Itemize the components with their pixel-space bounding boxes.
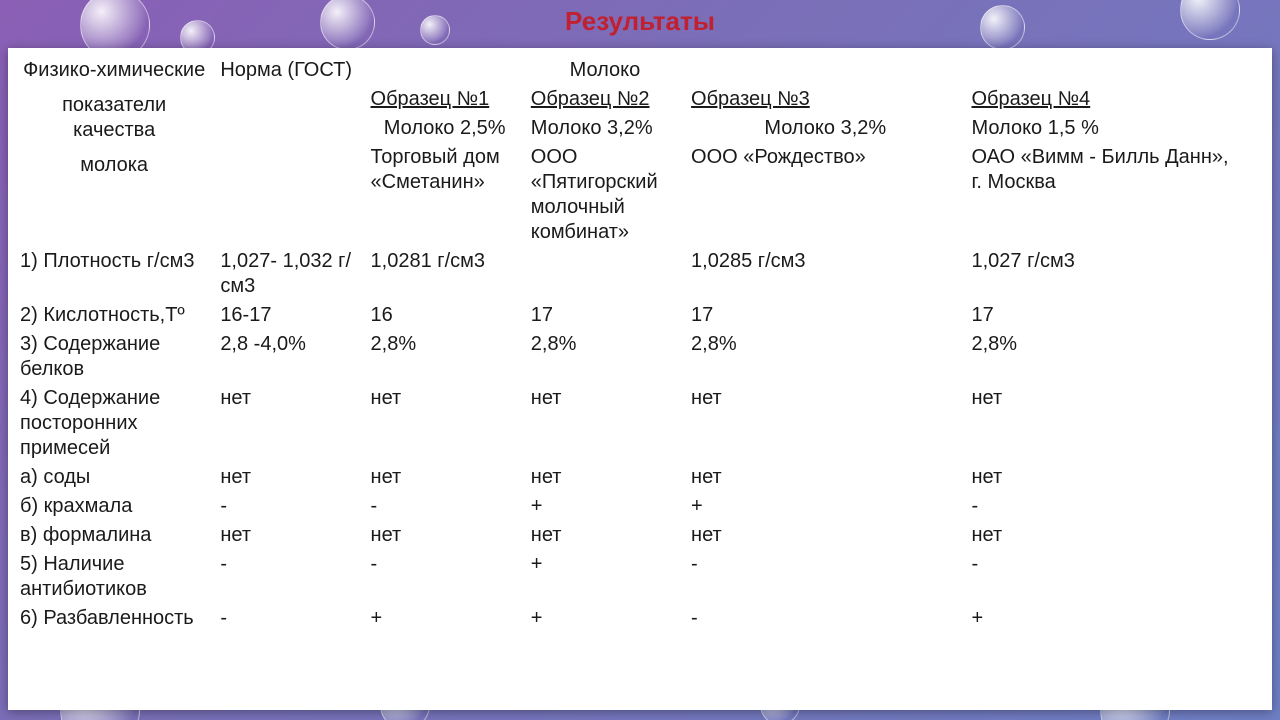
table-row: б) крахмала--++- — [14, 492, 1266, 521]
cell-norm: нет — [214, 384, 364, 463]
cell-sample-1: + — [365, 604, 525, 633]
cell-sample-4: 17 — [965, 301, 1266, 330]
cell-sample-4: + — [965, 604, 1266, 633]
col-header-param-line: молока — [20, 153, 208, 178]
col-header-param-line: показатели качества — [20, 93, 208, 143]
sample-4-maker-line: г. Москва — [971, 171, 1055, 193]
cell-sample-4: нет — [965, 463, 1266, 492]
cell-sample-2: нет — [525, 384, 685, 463]
sample-4-product: Молоко 1,5 % — [965, 114, 1266, 143]
cell-sample-3: нет — [685, 384, 965, 463]
sample-1-product: Молоко 2,5% — [365, 114, 525, 143]
sample-1-maker: Торговый дом «Сметанин» — [365, 143, 525, 247]
cell-parameter: а) соды — [14, 463, 214, 492]
cell-sample-1: - — [365, 492, 525, 521]
table-row: 6) Разбавленность-++-+ — [14, 604, 1266, 633]
cell-sample-3: - — [685, 604, 965, 633]
sample-4-maker: ОАО «Вимм - Билль Данн», г. Москва — [965, 143, 1266, 247]
cell-parameter: 2) Кислотность,Тº — [14, 301, 214, 330]
cell-parameter: б) крахмала — [14, 492, 214, 521]
cell-norm: - — [214, 604, 364, 633]
cell-norm: 16-17 — [214, 301, 364, 330]
sample-2-maker: ООО «Пятигорский молочный комбинат» — [525, 143, 685, 247]
col-header-overall — [365, 56, 525, 85]
cell-parameter: 6) Разбавленность — [14, 604, 214, 633]
cell-sample-2: + — [525, 550, 685, 604]
col-header-sample-3: Образец №3 — [685, 85, 965, 114]
cell-norm: 2,8 -4,0% — [214, 330, 364, 384]
table-row: а) содынетнетнетнетнет — [14, 463, 1266, 492]
slide-title: Результаты — [0, 6, 1280, 37]
sample-3-product: Молоко 3,2% — [685, 114, 965, 143]
cell-sample-2: + — [525, 604, 685, 633]
cell-parameter: 4) Содержание посторонних примесей — [14, 384, 214, 463]
cell-sample-2: 17 — [525, 301, 685, 330]
cell-sample-1: - — [365, 550, 525, 604]
cell-sample-1: 16 — [365, 301, 525, 330]
cell-sample-4: нет — [965, 521, 1266, 550]
cell-sample-3: - — [685, 550, 965, 604]
cell-sample-2: нет — [525, 463, 685, 492]
cell-sample-2: нет — [525, 521, 685, 550]
cell-sample-2 — [525, 247, 685, 301]
cell-sample-3: 2,8% — [685, 330, 965, 384]
sample-3-maker: ООО «Рождество» — [685, 143, 965, 247]
cell-norm: - — [214, 550, 364, 604]
col-header-overall: Молоко — [525, 56, 685, 85]
sample-4-maker-line: ОАО «Вимм - Билль Данн», — [971, 146, 1228, 168]
cell-sample-3: + — [685, 492, 965, 521]
table-panel: Физико-химические показатели качества мо… — [8, 48, 1272, 710]
cell-sample-3: нет — [685, 463, 965, 492]
cell-parameter: 3) Содержание белков — [14, 330, 214, 384]
table-row: 2) Кислотность,Тº16-1716171717 — [14, 301, 1266, 330]
cell-norm: - — [214, 492, 364, 521]
table-header-row: Физико-химические показатели качества мо… — [14, 56, 1266, 85]
cell-norm: нет — [214, 463, 364, 492]
cell-sample-3: 17 — [685, 301, 965, 330]
cell-sample-4: - — [965, 492, 1266, 521]
table-row: 3) Содержание белков2,8 -4,0%2,8%2,8%2,8… — [14, 330, 1266, 384]
table-row: 4) Содержание посторонних примесейнетнет… — [14, 384, 1266, 463]
col-header-sample-1: Образец №1 — [365, 85, 525, 114]
cell-sample-1: нет — [365, 463, 525, 492]
col-header-overall — [685, 56, 965, 85]
cell-sample-1: 2,8% — [365, 330, 525, 384]
col-header-sample-2: Образец №2 — [525, 85, 685, 114]
cell-sample-2: + — [525, 492, 685, 521]
table-row: в) формалинанетнетнетнетнет — [14, 521, 1266, 550]
col-header-parameter: Физико-химические показатели качества мо… — [14, 56, 214, 247]
cell-norm: 1,027- 1,032 г/см3 — [214, 247, 364, 301]
cell-parameter: 5) Наличие антибиотиков — [14, 550, 214, 604]
cell-sample-4: - — [965, 550, 1266, 604]
col-header-overall — [965, 56, 1266, 85]
table-row: 1) Плотность г/см31,027- 1,032 г/см31,02… — [14, 247, 1266, 301]
table-body: 1) Плотность г/см31,027- 1,032 г/см31,02… — [14, 247, 1266, 633]
cell-sample-1: нет — [365, 384, 525, 463]
results-table: Физико-химические показатели качества мо… — [14, 56, 1266, 633]
cell-sample-2: 2,8% — [525, 330, 685, 384]
cell-sample-1: 1,0281 г/см3 — [365, 247, 525, 301]
cell-sample-4: 2,8% — [965, 330, 1266, 384]
cell-sample-1: нет — [365, 521, 525, 550]
cell-parameter: в) формалина — [14, 521, 214, 550]
col-header-norm: Норма (ГОСТ) — [214, 56, 364, 247]
cell-sample-4: 1,027 г/см3 — [965, 247, 1266, 301]
table-row: 5) Наличие антибиотиков--+-- — [14, 550, 1266, 604]
cell-sample-4: нет — [965, 384, 1266, 463]
cell-parameter: 1) Плотность г/см3 — [14, 247, 214, 301]
sample-2-product: Молоко 3,2% — [525, 114, 685, 143]
cell-norm: нет — [214, 521, 364, 550]
col-header-sample-4: Образец №4 — [965, 85, 1266, 114]
cell-sample-3: нет — [685, 521, 965, 550]
col-header-param-line: Физико-химические — [20, 58, 208, 83]
cell-sample-3: 1,0285 г/см3 — [685, 247, 965, 301]
